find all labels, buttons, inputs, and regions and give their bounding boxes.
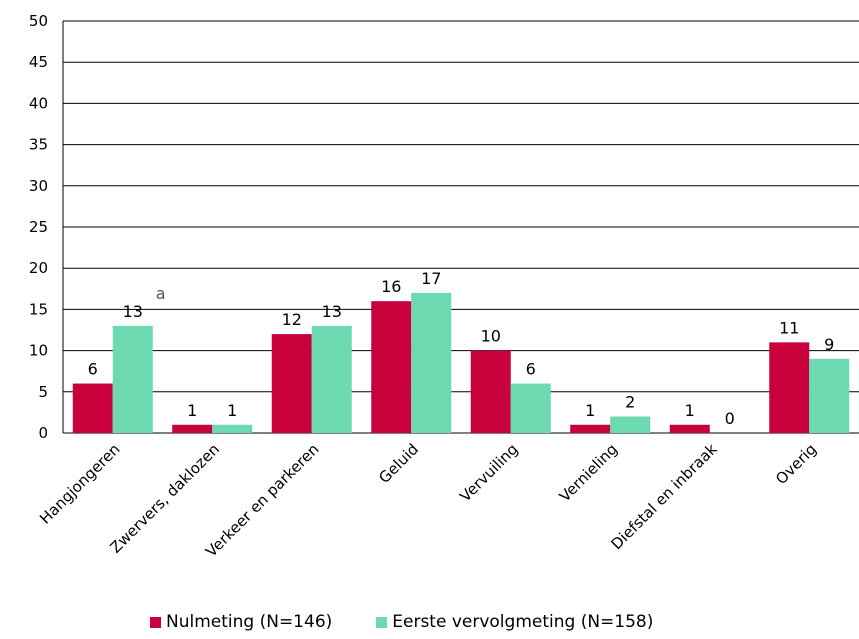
category-label: Diefstal en inbraak (607, 440, 720, 553)
bar (470, 350, 511, 433)
data-label: 11 (779, 318, 799, 337)
data-label: 0 (725, 409, 735, 428)
y-tick-label: 45 (29, 53, 48, 71)
category-label: Hangjongeren (36, 440, 123, 527)
legend: Nulmeting (N=146) Eerste vervolgmeting (… (150, 612, 653, 632)
category-label: Geluid (375, 440, 422, 487)
bar (371, 301, 412, 433)
legend-item-eerste-vervolgmeting: Eerste vervolgmeting (N=158) (376, 612, 653, 632)
bar (809, 358, 850, 433)
y-tick-label: 0 (38, 424, 48, 442)
bar (112, 325, 153, 433)
legend-label-nulmeting: Nulmeting (N=146) (166, 612, 333, 632)
bars (72, 292, 850, 433)
data-label: 1 (227, 401, 237, 420)
y-tick-label: 30 (29, 177, 48, 195)
bar (212, 424, 253, 433)
annotation-label: a (156, 284, 166, 303)
data-label: 10 (481, 327, 501, 346)
data-label: 6 (88, 360, 98, 379)
y-tick-label: 25 (29, 218, 48, 236)
data-label: 17 (421, 269, 441, 288)
y-tick-label: 10 (29, 342, 48, 360)
category-label: Zwervers, daklozen (106, 440, 223, 557)
category-label: Verkeer en parkeren (202, 440, 322, 560)
legend-item-nulmeting: Nulmeting (N=146) (150, 612, 332, 632)
data-label: 12 (282, 310, 302, 329)
bar (570, 424, 611, 433)
y-tick-label: 20 (29, 259, 48, 277)
y-tick-label: 15 (29, 300, 48, 318)
bar (72, 383, 113, 433)
category-label: Overig (772, 440, 820, 488)
y-axis-ticks: 0 5 10 15 20 25 30 35 40 45 50 (29, 12, 48, 442)
bar (271, 334, 312, 433)
legend-label-eerste-vervolgmeting: Eerste vervolgmeting (N=158) (392, 612, 654, 632)
data-label: 1 (685, 401, 695, 420)
data-label: 13 (322, 302, 342, 321)
bar (510, 383, 551, 433)
y-tick-label: 40 (29, 94, 48, 112)
bar (669, 424, 710, 433)
bar (610, 416, 651, 433)
legend-swatch-nulmeting (150, 616, 161, 628)
data-label: 2 (625, 393, 635, 412)
bar (172, 424, 213, 433)
y-tick-label: 35 (29, 136, 48, 154)
data-label: 1 (187, 401, 197, 420)
y-tick-label: 5 (38, 383, 48, 401)
bar (311, 325, 352, 433)
gridlines (63, 20, 859, 434)
category-label: Vervuiling (456, 440, 521, 505)
category-label: Vernieling (556, 440, 621, 505)
bar (769, 342, 810, 433)
data-label: 13 (123, 302, 143, 321)
bar (411, 292, 452, 433)
y-tick-label: 50 (29, 12, 48, 30)
data-label: 16 (381, 277, 401, 296)
data-label: 1 (585, 401, 595, 420)
data-label: 6 (526, 360, 536, 379)
data-label: 9 (824, 335, 834, 354)
legend-swatch-eerste-vervolgmeting (376, 616, 388, 628)
